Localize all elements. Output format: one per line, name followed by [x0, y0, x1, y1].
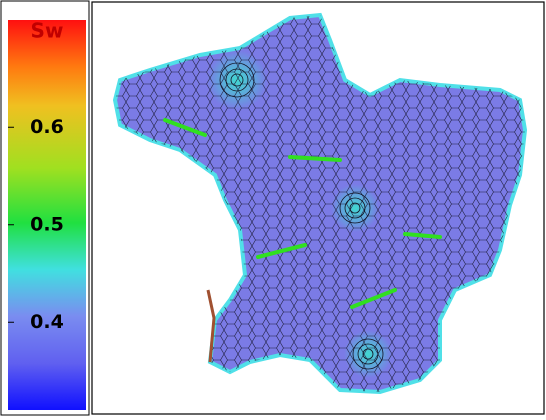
legend-title: Sw [31, 19, 64, 43]
tick-label: 0.4 [30, 311, 64, 333]
tick-label: 0.5 [30, 213, 64, 235]
simulation-view: Sw 0.4 0.5 0.6 [0, 0, 546, 416]
page: Sw 0.40.50.6 (() => { const data = JSON.… [0, 0, 546, 416]
tick-label: 0.6 [30, 116, 64, 138]
